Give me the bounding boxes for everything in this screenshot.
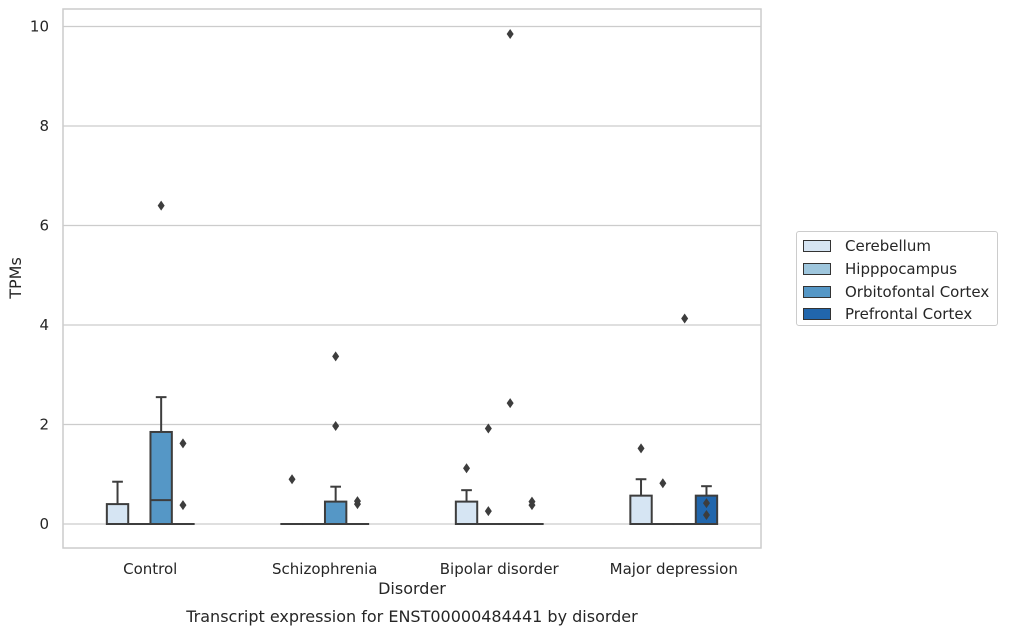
- chart-title: Transcript expression for ENST0000048444…: [185, 607, 638, 626]
- legend-label: Prefrontal Cortex: [845, 305, 973, 324]
- box-body: [149, 430, 173, 525]
- outlier-point: [506, 398, 514, 409]
- box-orbitofontal-cortex: [149, 200, 173, 525]
- outlier-point: [332, 420, 340, 431]
- outlier-point: [463, 463, 471, 474]
- x-tick-label: Major depression: [610, 560, 738, 578]
- outlier-point: [681, 313, 689, 324]
- legend-item: Cerebellum: [803, 235, 997, 258]
- x-tick-label: Control: [123, 560, 177, 578]
- y-tick-label: 6: [39, 217, 49, 235]
- x-tick-label: Schizophrenia: [272, 560, 377, 578]
- box-cerebellum: [454, 463, 479, 525]
- y-tick-label: 8: [39, 117, 49, 135]
- box-prefrontal-cortex: [171, 438, 195, 526]
- outlier-point: [179, 500, 187, 511]
- box-body: [454, 500, 479, 525]
- outlier-point: [332, 351, 340, 362]
- y-tick-label: 0: [39, 515, 49, 533]
- legend-label: Cerebellum: [845, 237, 931, 256]
- y-axis-title: TPMs: [6, 257, 25, 300]
- legend-swatch: [803, 308, 831, 321]
- y-tick-label: 10: [30, 18, 49, 36]
- box-orbitofontal-cortex: [672, 313, 697, 526]
- x-tick-labels: Control Schizophrenia Bipolar disorder Majo…: [123, 560, 738, 578]
- legend-label: Hipppocampus: [845, 260, 958, 279]
- box-cerebellum: [629, 443, 653, 525]
- legend-swatch: [803, 263, 831, 276]
- box-orbitofontal-cortex: [498, 28, 522, 526]
- legend-item: Orbitofontal Cortex: [803, 280, 997, 303]
- plot-area-border: [62, 8, 762, 549]
- outlier-point: [484, 506, 492, 517]
- outlier-point: [702, 498, 710, 509]
- box-prefrontal-cortex: [694, 485, 719, 525]
- outlier-point: [659, 478, 667, 489]
- box-cerebellum: [105, 480, 130, 526]
- outlier-point: [157, 200, 165, 211]
- x-axis-title: Disorder: [378, 579, 446, 598]
- box-groups: [105, 28, 719, 526]
- legend-swatch: [803, 240, 831, 253]
- legend-item: Hipppocampus: [803, 258, 997, 281]
- box-body: [629, 494, 653, 525]
- outlier-point: [179, 438, 187, 449]
- y-tick-label: 4: [39, 316, 49, 334]
- box-prefrontal-cortex: [345, 496, 370, 526]
- box-hipppocampus: [476, 423, 501, 526]
- legend-swatch: [803, 285, 831, 298]
- outlier-point: [288, 474, 296, 485]
- outlier-point: [353, 496, 361, 507]
- box-body: [105, 503, 130, 526]
- box-cerebellum: [280, 474, 304, 526]
- legend-item: Prefrontal Cortex: [803, 303, 997, 326]
- chart-legend: Cerebellum Hipppocampus Orbitofontal Corte…: [796, 231, 998, 326]
- outlier-point: [506, 28, 514, 39]
- box-body: [323, 500, 348, 525]
- y-tick-label: 2: [39, 416, 49, 434]
- box-hipppocampus: [651, 478, 675, 526]
- box-orbitofontal-cortex: [323, 351, 348, 525]
- x-tick-label: Bipolar disorder: [440, 560, 560, 578]
- outlier-point: [528, 496, 536, 507]
- box-prefrontal-cortex: [520, 496, 544, 526]
- legend-label: Orbitofontal Cortex: [845, 282, 990, 301]
- outlier-point: [702, 510, 710, 521]
- outlier-point: [484, 423, 492, 434]
- outlier-point: [637, 443, 645, 454]
- y-tick-labels: 0 2 4 6 8 10: [30, 18, 49, 534]
